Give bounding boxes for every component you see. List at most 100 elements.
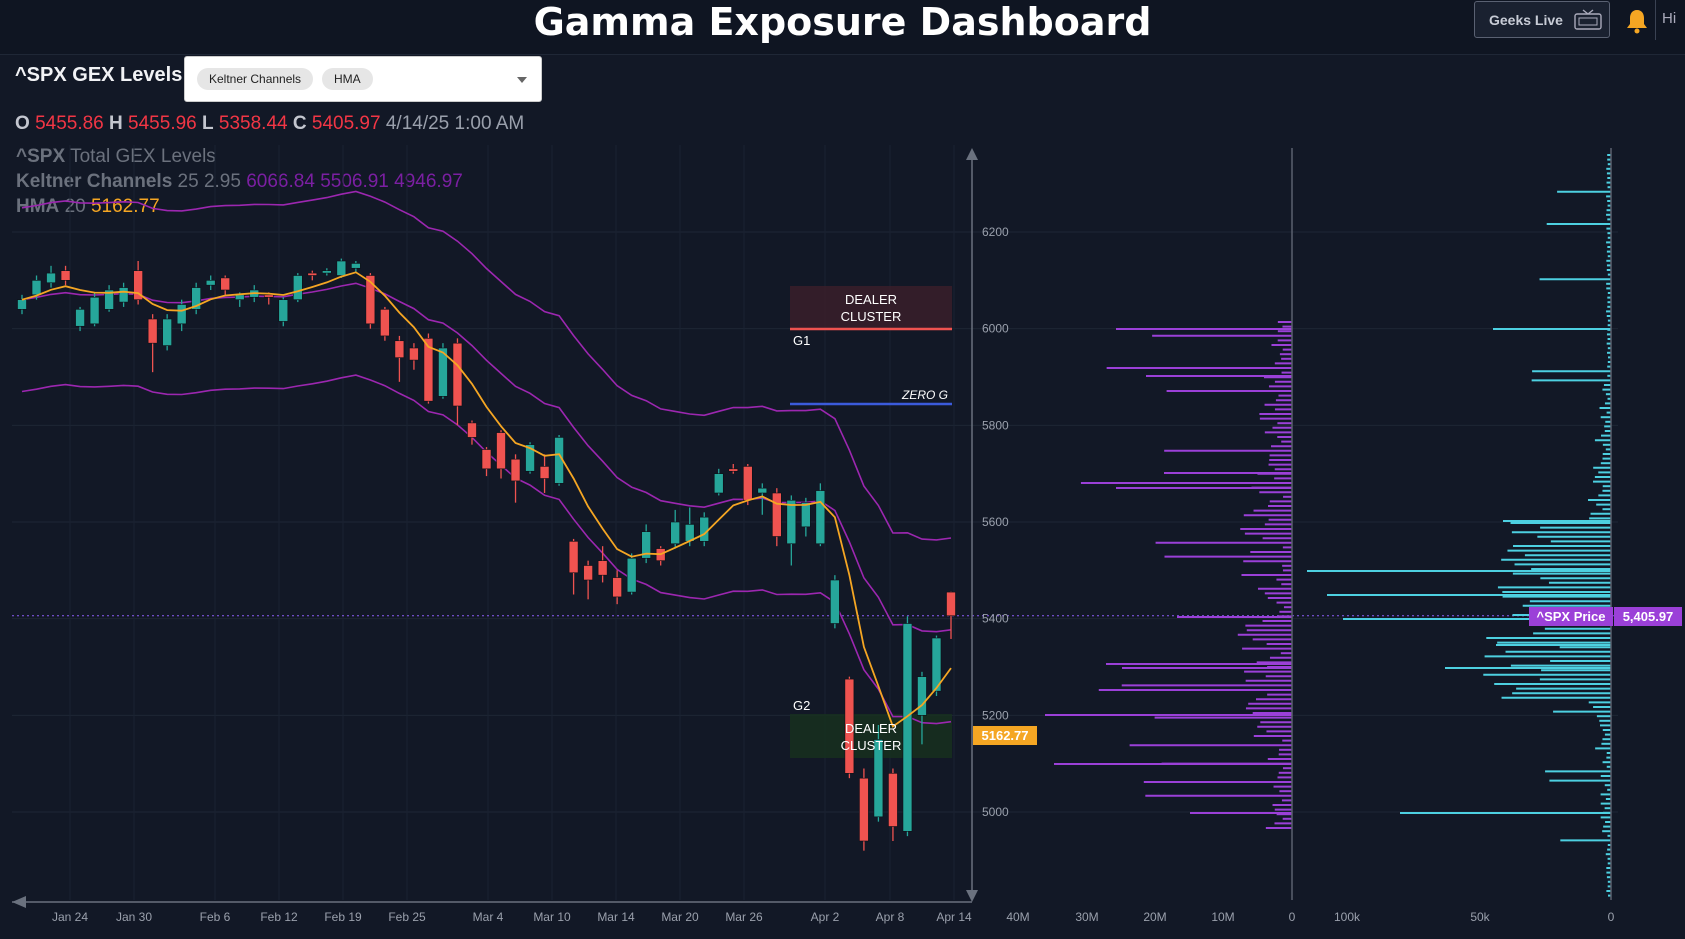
candle-body (31, 280, 42, 296)
date-tick-label: Apr 14 (936, 910, 972, 924)
volume-bars (1307, 154, 1611, 897)
candle-body (481, 449, 492, 470)
user-greeting: Hi (1662, 10, 1677, 27)
date-tick-label: Mar 10 (533, 910, 571, 924)
geeks-live-button[interactable]: Geeks Live (1474, 1, 1610, 38)
candle-body (220, 277, 231, 291)
date-tick-label: Feb 19 (324, 910, 362, 924)
candle-body (626, 557, 637, 593)
close-value: 5405.97 (311, 113, 381, 134)
spx-price-value-text: 5,405.97 (1623, 609, 1674, 624)
candle-body (176, 304, 187, 325)
indicator-chip-keltner[interactable]: Keltner Channels (197, 68, 314, 90)
candle-body (946, 591, 956, 617)
chevron-down-icon[interactable] (517, 77, 527, 83)
candle-body (452, 342, 463, 407)
ohlc-readout: O 5455.86 H 5455.96 L 5358.44 C 5405.97 … (15, 113, 524, 135)
live-tv-icon (1574, 8, 1602, 30)
candle-body (830, 579, 840, 624)
notification-bell-icon[interactable] (1626, 8, 1648, 34)
price-tick-label: 5800 (982, 418, 1009, 432)
indicator-select[interactable]: Keltner Channels HMA (184, 56, 542, 102)
candle-body (742, 466, 753, 501)
candle-body (757, 487, 768, 494)
open-label: O (15, 113, 30, 134)
open-value: 5455.86 (35, 113, 104, 134)
candle-body (162, 318, 172, 346)
chart-grid (12, 145, 1618, 900)
chart-axes: 5000 5200 5400 5600 5800 6000 6200 Jan 24 Jan 30… (12, 148, 1615, 924)
candle-body (496, 432, 506, 470)
legend-series-name: ^SPX (16, 146, 66, 167)
price-tick-label: 5400 (982, 612, 1009, 626)
dealer-cluster-bottom-zone (790, 714, 952, 758)
dealer-cluster-top-line1: DEALER (845, 292, 897, 307)
axis-arrow-up-icon (966, 148, 978, 160)
candle-body (728, 468, 739, 472)
hma-line (21, 271, 952, 728)
candle-body (859, 777, 869, 842)
top-bar: Gamma Exposure Dashboard Geeks Live Hi (0, 0, 1685, 55)
candle-body (104, 289, 114, 310)
price-tick-label: 5200 (982, 708, 1009, 722)
candle-body (234, 294, 245, 300)
hma-price-tag-text: 5162.77 (982, 728, 1029, 743)
high-value: 5455.96 (128, 113, 197, 134)
header-divider (1655, 0, 1656, 40)
dealer-cluster-top-line2: CLUSTER (841, 309, 902, 324)
candle-body (322, 270, 332, 274)
candle-body (423, 338, 434, 402)
indicator-chip-hma[interactable]: HMA (322, 68, 373, 90)
gex-axis-label: 20M (1143, 910, 1166, 924)
keltner-middle (21, 282, 952, 633)
candle-body (336, 260, 347, 276)
candle-body (351, 263, 361, 269)
low-label: L (202, 113, 214, 134)
legend-keltner-params: 25 2.95 (177, 171, 241, 192)
candle-body (525, 444, 535, 472)
spx-price-tag-text: ^SPX Price (1536, 609, 1605, 624)
candle-body (46, 272, 56, 284)
candle-body (89, 296, 100, 325)
chart-label: ^SPX GEX Levels (15, 64, 183, 86)
date-tick-label: Mar 4 (473, 910, 504, 924)
legend-keltner-name: Keltner Channels (16, 171, 173, 192)
chart-labels: DEALER CLUSTER G1 ZERO G G2 DEALER CLUSTER 5162… (793, 292, 1682, 753)
gex-bars (1045, 321, 1292, 829)
candle-body (510, 458, 521, 482)
level-zones (12, 286, 1620, 758)
price-tick-label: 5000 (982, 805, 1009, 819)
candle-body (365, 275, 376, 325)
candle-body (467, 422, 477, 438)
candle-body (17, 299, 27, 310)
hma-price-tag (973, 726, 1037, 745)
legend-hma-value: 5162.77 (90, 196, 160, 217)
date-tick-label: Apr 8 (876, 910, 905, 924)
candle-body (438, 347, 448, 397)
date-tick-label: Jan 24 (52, 910, 88, 924)
gex-axis-label: 40M (1006, 910, 1029, 924)
candle-body (380, 309, 390, 337)
date-tick-label: Jan 30 (116, 910, 152, 924)
dashboard-title: Gamma Exposure Dashboard (533, 0, 1152, 44)
volume-axis-label: 100k (1334, 910, 1361, 924)
candle-body (597, 560, 608, 576)
volume-axis-label: 0 (1608, 910, 1615, 924)
candle-body (292, 275, 303, 300)
candle-body (641, 531, 651, 559)
candle-body (888, 773, 898, 827)
price-tick-label: 6000 (982, 322, 1009, 336)
hma-path (21, 271, 952, 728)
high-label: H (109, 113, 123, 134)
candle-body (844, 678, 855, 774)
candle-body (713, 473, 724, 494)
candle-body (699, 516, 710, 542)
candle-body (60, 270, 71, 281)
candle-body (278, 299, 289, 322)
volume-axis-label: 50k (1470, 910, 1490, 924)
gex-axis-label: 30M (1075, 910, 1098, 924)
candlestick-series (17, 258, 956, 851)
dealer-cluster-bottom-line1: DEALER (845, 721, 897, 736)
candle-body (902, 623, 913, 832)
